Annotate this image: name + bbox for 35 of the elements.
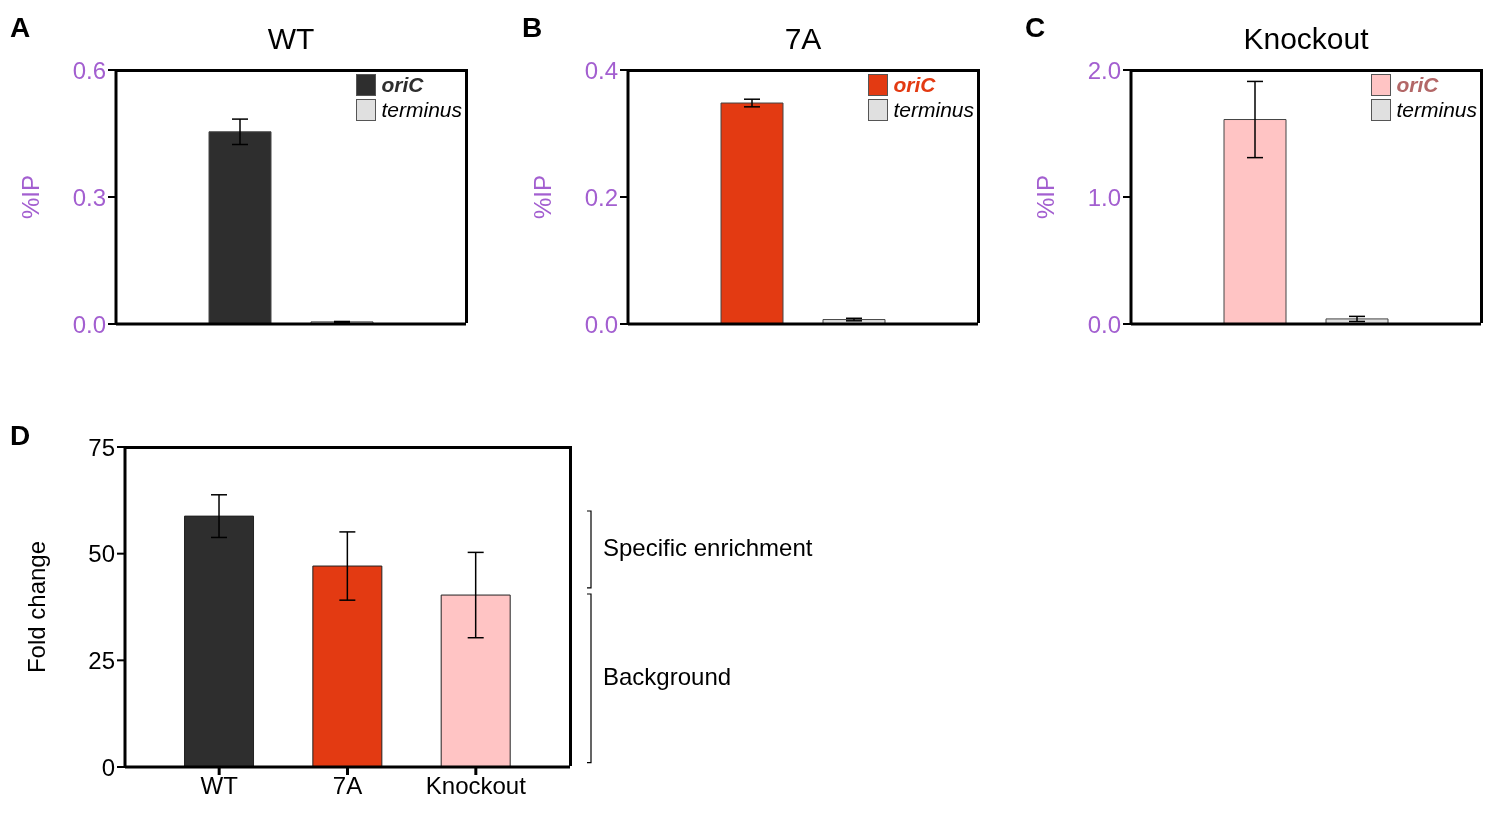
chart-title: 7A bbox=[783, 22, 823, 56]
text: Background bbox=[603, 663, 732, 692]
y-tick-label: 0.0 bbox=[72, 310, 106, 338]
y-tick-label: 0.2 bbox=[584, 183, 618, 211]
legend-label: terminus bbox=[381, 97, 462, 122]
text: B bbox=[522, 12, 543, 44]
y-axis-title: Fold change bbox=[22, 540, 50, 674]
text: Specific enrichment bbox=[603, 534, 813, 563]
x-tick-label: Knockout bbox=[425, 772, 527, 800]
y-tick-label: 0.0 bbox=[584, 310, 618, 338]
y-tick-label: 50 bbox=[88, 540, 115, 568]
text: C bbox=[1025, 12, 1046, 44]
y-tick-label: 0.4 bbox=[584, 56, 618, 84]
text: A bbox=[10, 12, 31, 44]
text: D bbox=[10, 420, 31, 452]
y-axis-title: %IP bbox=[528, 174, 556, 220]
y-tick-label: 2.0 bbox=[1087, 56, 1121, 84]
y-tick-label: 1.0 bbox=[1087, 183, 1121, 211]
y-tick-label: 75 bbox=[88, 433, 115, 461]
x-tick-label: 7A bbox=[332, 772, 363, 800]
legend-label: terminus bbox=[893, 97, 974, 122]
y-tick-label: 25 bbox=[88, 646, 115, 674]
x-tick-label: WT bbox=[200, 772, 239, 800]
chart-title: Knockout bbox=[1242, 22, 1370, 56]
legend-label: terminus bbox=[1396, 97, 1477, 122]
legend-label: oriC bbox=[381, 72, 424, 97]
y-axis-title: %IP bbox=[1031, 174, 1059, 220]
y-tick-label: 0.3 bbox=[72, 183, 106, 211]
legend-label: oriC bbox=[893, 72, 936, 97]
y-tick-label: 0.6 bbox=[72, 56, 106, 84]
y-tick-label: 0 bbox=[101, 753, 115, 781]
y-axis-title: %IP bbox=[16, 174, 44, 220]
y-tick-label: 0.0 bbox=[1087, 310, 1121, 338]
chart-title: WT bbox=[266, 22, 316, 56]
legend-label: oriC bbox=[1396, 72, 1439, 97]
